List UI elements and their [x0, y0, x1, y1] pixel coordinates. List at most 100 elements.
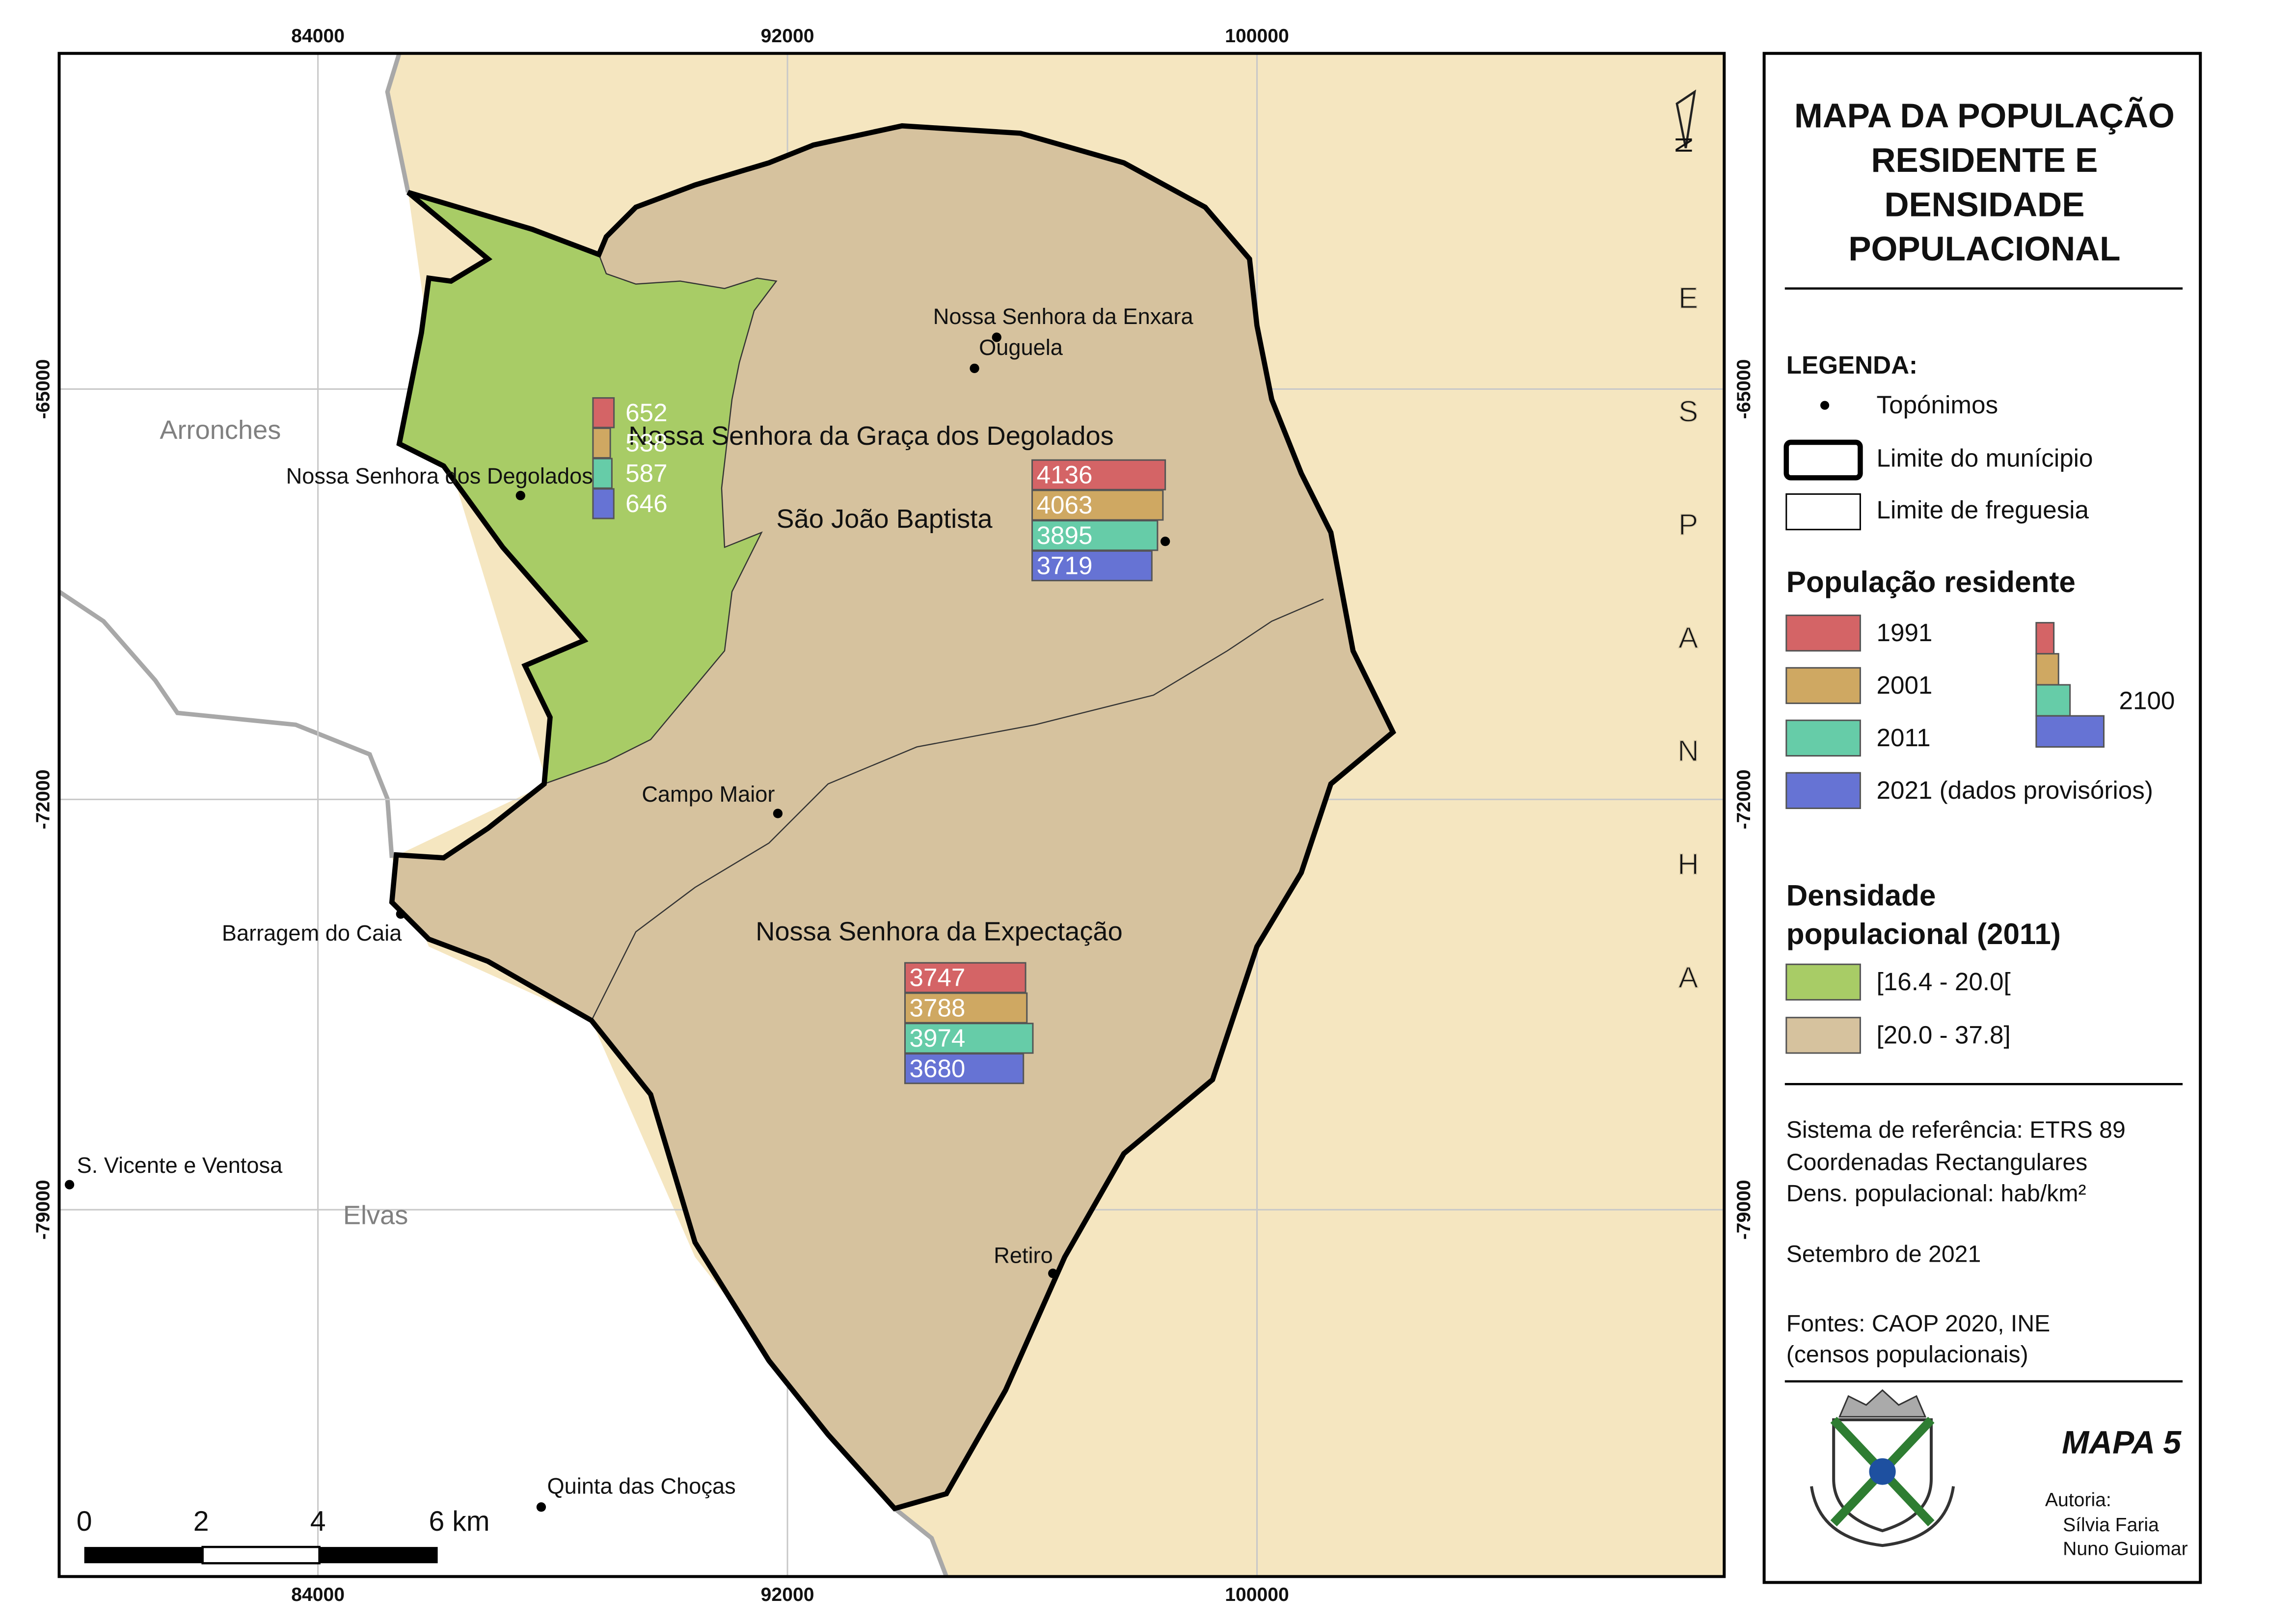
info-line: Dens. populacional: hab/km² [1786, 1180, 2086, 1207]
population-bar [1031, 489, 1164, 521]
population-bar [1031, 550, 1153, 582]
title: MAPA DA POPULAÇÃO [1794, 97, 2175, 135]
author: Sílvia Faria [2063, 1515, 2159, 1536]
toponym-dot [64, 1180, 75, 1190]
logo [1810, 1389, 1955, 1547]
x-coord-label: 100000 [1225, 26, 1289, 47]
toponym-label: Barragem do Caia [222, 920, 402, 946]
scale-label: 2 [193, 1506, 209, 1537]
legend-heading: Densidade [1786, 879, 1936, 912]
scale-label: 4 [310, 1506, 326, 1537]
north-arrow: N [1671, 89, 1698, 154]
scale-segment [319, 1547, 438, 1564]
legend-heading: LEGENDA: [1786, 351, 1917, 379]
legend-swatch [1785, 772, 1861, 809]
population-label: 587 [625, 459, 667, 487]
info-line: Sistema de referência: ETRS 89 [1786, 1116, 2126, 1143]
y-coord-label: -65000 [1733, 359, 1755, 419]
legend-panel: MAPA DA POPULAÇÃO RESIDENTE E DENSIDADE … [1762, 52, 2202, 1584]
population-label: 3974 [910, 1024, 966, 1052]
toponym-dot [773, 809, 783, 818]
scale-label: 0 [77, 1506, 92, 1537]
north-arrow-shape [1675, 89, 1697, 148]
toponyms: Nossa Senhora da Enxara Ouguela Nossa Senh… [64, 304, 1194, 1512]
border [385, 53, 410, 193]
parish-label: Nossa Senhora da Expectação [756, 917, 1123, 946]
population-bar [904, 992, 1028, 1024]
portugal-area [59, 53, 946, 1577]
legend-symbol-bar [2035, 715, 2105, 748]
population-bar [1031, 459, 1166, 490]
population-bar [1031, 520, 1159, 551]
legend-swatch [1785, 667, 1861, 704]
toponym-dot [992, 332, 1001, 342]
legend-symbol-bar [2035, 684, 2071, 717]
toponym-label: Quinta das Choças [547, 1474, 736, 1499]
population-legend: 1991 2001 2011 2021 (dados provisórios) 2100 [1785, 614, 2175, 809]
map-frame: N ESPANHA Arronches Elvas Nossa Senhora … [57, 52, 1726, 1578]
author-label: Autoria: [2045, 1489, 2111, 1511]
info-line: Setembro de 2021 [1786, 1241, 1981, 1267]
legend-symbol-bar [2035, 622, 2055, 655]
y-coord-label: -79000 [33, 1180, 54, 1240]
x-coord-label: 84000 [291, 1584, 345, 1605]
legend-swatch [1785, 963, 1861, 1001]
parish-label: São João Baptista [776, 504, 993, 534]
legend-symbol-bar [2035, 653, 2059, 686]
population-bar [592, 397, 615, 429]
toponym-dot [515, 490, 525, 501]
scale-label: 6 km [429, 1506, 490, 1537]
title: POPULACIONAL [1848, 230, 2120, 268]
x-coord-label: 92000 [761, 26, 814, 47]
density-legend: [16.4 - 20.0[[20.0 - 37.8] [1785, 963, 2011, 1054]
toponym-dot [970, 363, 979, 373]
info-line: (censos populacionais) [1786, 1341, 2028, 1368]
y-coord-label: -79000 [1733, 1180, 1755, 1240]
population-label: 646 [625, 489, 667, 517]
parish-limit [591, 598, 1324, 1021]
frame-border [57, 52, 1726, 1578]
map-number: MAPA 5 [2062, 1425, 2182, 1461]
toponym-label: S. Vicente e Ventosa [77, 1153, 283, 1178]
toponym-dot [536, 1502, 546, 1512]
border [893, 1507, 949, 1577]
legend-swatch [1783, 439, 1863, 481]
legend-swatch [1785, 614, 1861, 652]
legend-heading: populacional (2011) [1786, 917, 2061, 950]
title: RESIDENTE E [1871, 141, 2098, 179]
population-label: 3895 [1037, 521, 1093, 549]
toponym-label: Campo Maior [642, 782, 775, 807]
population-label: 4136 [1037, 461, 1093, 489]
toponym-label: Nossa Senhora dos Degolados [286, 463, 593, 488]
toponym-label: Ouguela [979, 335, 1063, 360]
x-coord-label: 100000 [1225, 1584, 1289, 1605]
toponym-label: Nossa Senhora da Enxara [933, 304, 1194, 329]
population-label: 538 [625, 429, 667, 457]
legend-label: 1991 [1877, 619, 1933, 647]
legend-heading: População residente [1786, 565, 2076, 598]
scale-segment [84, 1547, 203, 1564]
scale-segment [201, 1545, 321, 1565]
logo-crown [1838, 1389, 1927, 1418]
legend-label: 2021 (dados provisórios) [1877, 776, 2153, 804]
population-bar [904, 1053, 1025, 1084]
info-line: Fontes: CAOP 2020, INE [1786, 1310, 2050, 1337]
title: DENSIDADE [1884, 185, 2084, 223]
legend-swatch [1785, 1017, 1861, 1054]
parish-label: Nossa Senhora da Graça dos Degolados [628, 421, 1114, 451]
legend-label: Limite do munícipio [1877, 444, 2093, 472]
legend-symbol-label: 2100 [2119, 687, 2175, 715]
population-label: 3719 [1037, 552, 1093, 580]
municipality-limit [389, 123, 1397, 1512]
population-bar [592, 488, 615, 519]
toponym-dot [396, 909, 405, 919]
scale-bar: 0 2 4 6 km [77, 1506, 490, 1565]
logo-center [1869, 1458, 1896, 1485]
y-coord-label: -72000 [33, 769, 54, 829]
population-label: 3747 [910, 964, 966, 992]
population-bar [592, 427, 611, 459]
legend-dot [1820, 401, 1830, 410]
population-label: 4063 [1037, 491, 1093, 519]
toponym-dot [1161, 537, 1170, 546]
